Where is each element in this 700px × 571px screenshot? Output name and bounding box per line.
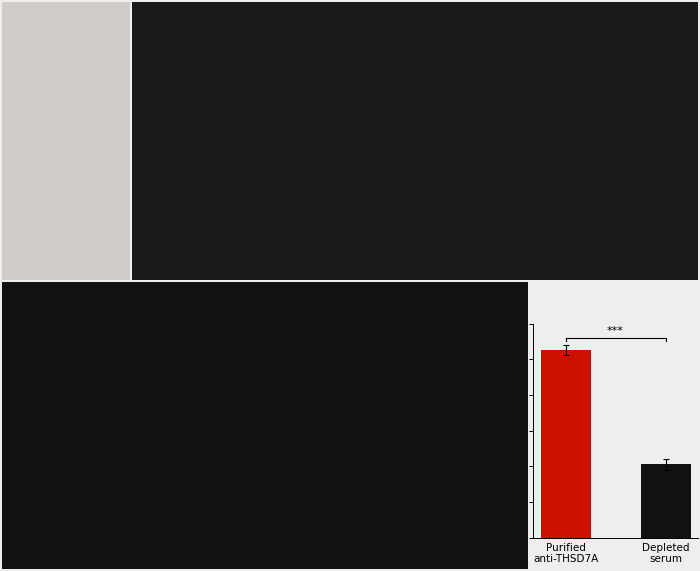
Text: D: D	[486, 298, 498, 312]
Bar	[540, 350, 591, 538]
Y-axis label: Relative F-actin OD: Relative F-actin OD	[495, 381, 505, 481]
Bar	[640, 464, 690, 538]
Text: ***: ***	[607, 327, 624, 336]
